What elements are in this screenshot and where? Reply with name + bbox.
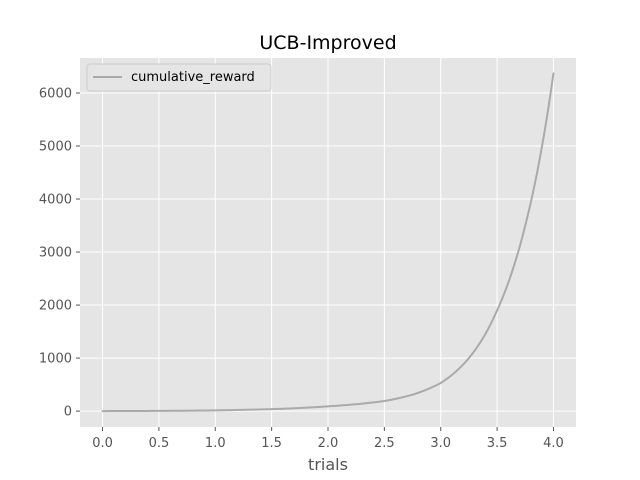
x-axis: 0.0 0.5 1.0 1.5 2.0 2.5 3.0 3.5 4.0 (92, 427, 564, 451)
grid-lines (80, 58, 576, 427)
x-tick-label: 4.0 (543, 436, 564, 451)
x-axis-title: trials (308, 455, 348, 474)
y-tick-label: 6000 (39, 86, 72, 101)
y-tick-label: 2000 (39, 299, 72, 314)
y-tick-label: 1000 (39, 352, 72, 367)
chart-title: UCB-Improved (259, 32, 396, 54)
x-tick-label: 0.0 (92, 436, 113, 451)
x-tick-label: 2.0 (318, 436, 339, 451)
y-tick-label: 5000 (39, 140, 72, 155)
y-axis: 0 1000 2000 3000 4000 5000 6000 (39, 86, 80, 420)
legend: cumulative_reward (86, 63, 272, 92)
x-tick-label: 3.5 (487, 436, 508, 451)
legend-box (86, 63, 272, 92)
legend-label: cumulative_reward (131, 70, 255, 85)
y-tick-label: 0 (64, 405, 72, 420)
x-tick-label: 1.0 (205, 436, 226, 451)
x-tick-label: 3.0 (430, 436, 451, 451)
series-group (101, 72, 555, 413)
y-tick-label: 3000 (39, 246, 72, 261)
x-tick-label: 2.5 (374, 436, 395, 451)
y-tick-label: 4000 (39, 193, 72, 208)
x-tick-label: 1.5 (261, 436, 282, 451)
x-tick-label: 0.5 (149, 436, 170, 451)
series-line-cumulative_reward (101, 72, 555, 413)
